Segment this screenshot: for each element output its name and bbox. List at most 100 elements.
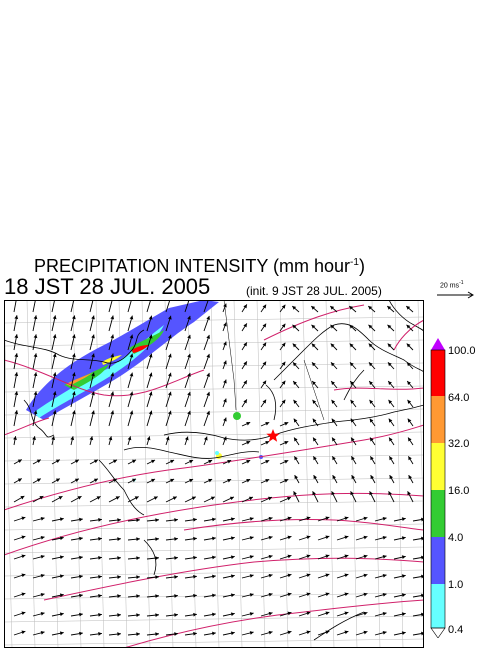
- wind-vector-arrow: [260, 573, 273, 579]
- wind-vector-arrow: [298, 516, 311, 522]
- wind-vector-arrow: [108, 372, 115, 389]
- ogasawara-islands: [313, 611, 365, 641]
- wind-vector-arrow: [260, 459, 270, 465]
- wind-vector-arrow: [89, 334, 95, 351]
- wind-vector-arrow: [89, 555, 102, 560]
- wind-vector-arrow: [260, 630, 273, 636]
- wind-vector-arrow: [89, 631, 102, 636]
- wind-vector-field: [13, 300, 424, 637]
- wind-vector-arrow: [331, 491, 338, 503]
- wind-vector-arrow: [184, 631, 197, 636]
- wind-vector-arrow: [108, 518, 121, 522]
- wind-vector-arrow: [241, 421, 251, 427]
- wind-vector-arrow: [317, 554, 330, 560]
- wind-vector-arrow: [279, 573, 292, 579]
- wind-vector-arrow: [279, 496, 292, 503]
- wind-vector-arrow: [184, 372, 191, 389]
- grid-line: [187, 300, 197, 648]
- wind-vector-arrow: [222, 417, 227, 427]
- wind-vector-arrow: [165, 391, 172, 408]
- wind-vector-arrow: [222, 398, 227, 408]
- precip-band-16-32: [102, 355, 122, 365]
- legend-band-4-16: [431, 490, 445, 537]
- wind-vector-arrow: [89, 353, 95, 370]
- wind-vector-arrow: [260, 496, 273, 503]
- wind-vector-arrow: [312, 418, 319, 427]
- wind-scale-label: 20 ms-1: [440, 280, 464, 289]
- wind-vector-arrow: [298, 592, 311, 598]
- precip-band-4-16: [64, 364, 109, 390]
- wind-vector-arrow: [241, 574, 254, 579]
- grid-line: [4, 569, 424, 577]
- wind-vector-arrow: [127, 478, 137, 484]
- wind-vector-arrow: [374, 516, 387, 522]
- wind-vector-arrow: [293, 437, 300, 446]
- wind-vector-arrow: [331, 437, 338, 446]
- wind-vector-arrow: [332, 474, 338, 484]
- wind-vector-arrow: [108, 459, 118, 465]
- wind-vector-arrow: [184, 334, 191, 351]
- wind-vector-arrow: [51, 353, 57, 370]
- wind-vector-arrow: [146, 537, 159, 542]
- wind-vector-arrow: [32, 478, 42, 484]
- wind-vector-arrow: [393, 574, 406, 579]
- wind-vector-arrow: [222, 459, 232, 465]
- wind-vector-arrow: [51, 631, 64, 636]
- wind-vector-arrow: [13, 495, 25, 503]
- wind-vector-arrow: [368, 380, 376, 389]
- wind-vector-arrow: [222, 574, 235, 579]
- wind-vector-arrow: [32, 495, 44, 503]
- legend-label-04: 0.4: [448, 624, 464, 636]
- legend-label-100: 100.0: [448, 345, 476, 357]
- wind-vector-arrow: [70, 612, 83, 617]
- wind-vector-arrow: [51, 555, 64, 560]
- wind-vector-arrow: [312, 437, 319, 446]
- wind-vector-arrow: [406, 380, 414, 389]
- wind-vector-arrow: [89, 593, 102, 598]
- wind-vector-arrow: [406, 343, 414, 351]
- honshu-south-coast: [163, 404, 424, 441]
- wind-vector-arrow: [13, 478, 23, 484]
- legend-label-16: 16.0: [448, 485, 470, 497]
- wind-vector-arrow: [203, 459, 213, 465]
- wind-vector-arrow: [108, 613, 121, 617]
- wind-vector-arrow: [13, 372, 19, 389]
- wind-vector-arrow: [203, 478, 213, 484]
- grid-line: [256, 300, 266, 648]
- wind-vector-arrow: [165, 537, 178, 541]
- wind-vector-arrow: [127, 391, 134, 408]
- wind-vector-arrow: [369, 399, 376, 408]
- wind-vector-arrow: [165, 575, 178, 579]
- wind-vector-arrow: [374, 573, 387, 579]
- wind-vector-arrow: [165, 613, 178, 617]
- wind-vector-arrow: [260, 478, 270, 484]
- wind-vector-arrow: [389, 474, 395, 484]
- wind-vector-arrow: [279, 460, 289, 465]
- wind-vector-arrow: [89, 459, 99, 465]
- wind-vector-arrow: [311, 362, 319, 370]
- isobar-contour: [4, 417, 50, 436]
- wind-vector-arrow: [165, 334, 172, 351]
- wind-vector-arrow: [184, 459, 194, 465]
- wind-vector-arrow: [89, 536, 102, 541]
- wind-vector-arrow: [393, 555, 406, 560]
- wind-vector-arrow: [241, 323, 248, 332]
- wind-vector-arrow: [407, 418, 414, 427]
- wind-vector-arrow: [367, 305, 376, 313]
- wind-vector-arrow: [108, 632, 121, 636]
- wind-vector-arrow: [349, 343, 357, 351]
- wind-vector-arrow: [13, 334, 19, 351]
- wind-vector-arrow: [405, 305, 414, 313]
- wind-vector-arrow: [127, 353, 134, 370]
- wind-vector-arrow: [32, 573, 45, 579]
- wind-vector-arrow: [13, 516, 26, 522]
- wind-vector-arrow: [349, 324, 357, 332]
- grid-line: [371, 300, 381, 648]
- wind-vector-arrow: [13, 436, 17, 446]
- wind-vector-arrow: [203, 315, 210, 332]
- wind-scale-arrow-icon: [437, 291, 474, 299]
- wind-vector-arrow: [393, 536, 406, 541]
- wind-vector-arrow: [374, 535, 387, 541]
- legend-band-16-32: [431, 443, 445, 490]
- precip-band-64-100: [132, 345, 149, 353]
